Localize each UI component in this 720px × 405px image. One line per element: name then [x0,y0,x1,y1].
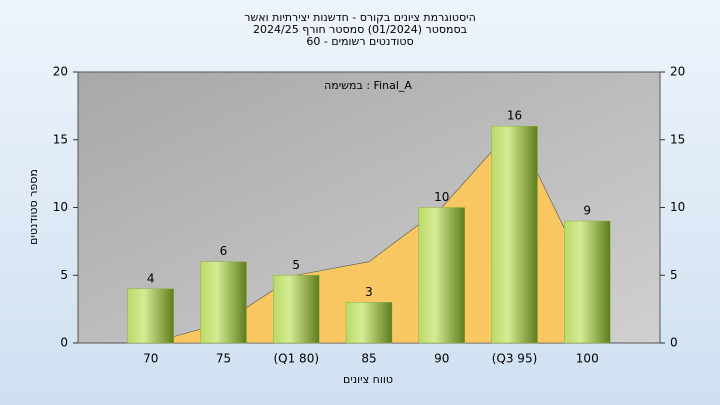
x-tick-label: 100 [576,352,599,366]
annotation: במשימה : Final_A [324,79,412,92]
bar [345,302,393,344]
value-label: 4 [147,271,155,285]
x-tick-label: (Q3 95) [492,352,538,366]
x-tick-label: 90 [434,352,449,366]
x-tick-label: (Q1 80) [273,352,319,366]
title-line: היסטוגרמת ציונים בקורס - חדשנות יצירתיות… [244,11,476,24]
y-axis-label: מספר סטודנטים [27,169,40,245]
bar [564,220,611,344]
x-axis-label: טווח ציונים [343,373,393,386]
y2-tick-label: 15 [670,132,685,146]
bar [418,207,465,344]
y-tick-label: 0 [60,336,68,350]
bar [491,125,538,344]
value-label: 16 [507,109,522,123]
value-label: 6 [220,244,228,258]
value-label: 9 [583,204,591,218]
x-tick-label: 85 [361,352,376,366]
bar [273,275,320,344]
bar [127,288,174,344]
y2-tick-label: 20 [670,65,685,79]
y2-tick-label: 5 [670,268,678,282]
value-label: 3 [365,285,373,299]
x-tick-label: 70 [143,352,158,366]
y-tick-label: 20 [53,65,68,79]
x-tick-label: 75 [216,352,231,366]
y-tick-label: 15 [53,132,68,146]
y2-tick-label: 10 [670,200,685,214]
value-label: 5 [292,258,300,272]
y-tick-label: 5 [60,268,68,282]
y-tick-label: 10 [53,200,68,214]
y2-tick-label: 0 [670,336,678,350]
title-line: סטודנטים רשומים - 60 [306,35,413,48]
value-label: 10 [434,190,449,204]
bar [200,261,247,344]
title-line: בסמסטר (01/2024) סמסטר חורף 2024/25 [253,23,467,36]
